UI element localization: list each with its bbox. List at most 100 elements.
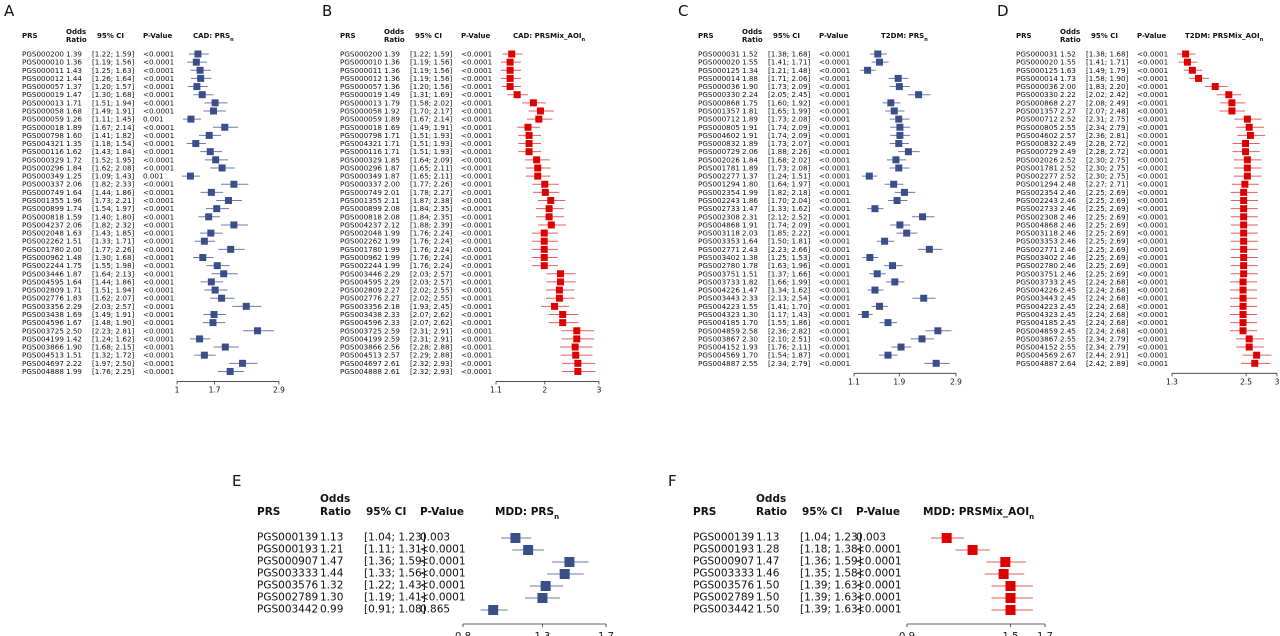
- or-marker: [551, 302, 559, 310]
- row-p-value: <0.0001: [143, 326, 174, 335]
- row-prs-id: PGS004223: [1016, 302, 1058, 311]
- row-p-value: <0.0001: [1137, 229, 1168, 238]
- or-marker: [213, 262, 221, 270]
- row-odds-ratio: 1.50: [756, 580, 779, 592]
- row-prs-id: PGS004595: [22, 277, 64, 286]
- or-marker: [221, 343, 229, 351]
- row-prs-id: PGS003576: [693, 580, 755, 592]
- row-odds-ratio: 2.06: [66, 180, 82, 189]
- row-prs-id: PGS001781: [698, 163, 740, 172]
- header-p-value: P-Value: [461, 32, 491, 40]
- row-p-value: <0.0001: [143, 253, 174, 262]
- or-marker: [1239, 294, 1247, 302]
- row-prs-id: PGS004595: [340, 277, 382, 286]
- header-ratio: Ratio: [756, 506, 787, 518]
- or-marker: [1253, 351, 1261, 359]
- row-p-value: <0.0001: [1137, 237, 1168, 246]
- row-prs-id: PGS000011: [340, 66, 382, 75]
- row-odds-ratio: 2.45: [1060, 310, 1076, 319]
- row-p-value: <0.0001: [1137, 359, 1168, 368]
- row-odds-ratio: 2.61: [384, 367, 400, 376]
- or-marker: [200, 351, 208, 359]
- or-marker: [541, 180, 549, 188]
- row-p-value: <0.0001: [461, 334, 492, 343]
- row-prs-id: PGS004569: [1016, 351, 1058, 360]
- row-p-value: <0.0001: [461, 115, 492, 124]
- row-p-value: <0.0001: [143, 66, 174, 75]
- header-odds: Odds: [384, 28, 404, 36]
- row-ci: [1.58; 2.02]: [410, 98, 453, 107]
- row-prs-id: PGS000962: [340, 253, 382, 262]
- row-ci: [1.55; 1.98]: [92, 261, 135, 270]
- or-marker: [1245, 335, 1253, 343]
- row-odds-ratio: 1.63: [66, 229, 82, 238]
- or-marker: [557, 278, 565, 286]
- row-ci: [1.41; 1.71]: [768, 58, 811, 67]
- header-p-value: P-Value: [420, 506, 464, 518]
- row-odds-ratio: 1.91: [742, 123, 758, 132]
- row-ci: [1.40; 1.80]: [92, 212, 135, 221]
- row-ci: [1.51; 1.93]: [410, 139, 453, 148]
- row-odds-ratio: 2.29: [66, 302, 82, 311]
- or-marker: [895, 83, 903, 91]
- or-marker: [1005, 605, 1016, 615]
- row-odds-ratio: 1.78: [742, 261, 758, 270]
- row-prs-id: PGS004199: [340, 334, 382, 343]
- row-prs-id: PGS002048: [340, 229, 382, 238]
- or-marker: [919, 213, 927, 221]
- or-marker: [892, 156, 900, 164]
- header-ci: 95% CI: [366, 506, 406, 518]
- row-prs-id: PGS002776: [22, 294, 64, 303]
- row-p-value: <0.0001: [1137, 50, 1168, 59]
- row-p-value: <0.0001: [461, 106, 492, 115]
- or-marker: [900, 188, 908, 196]
- or-marker: [536, 107, 544, 115]
- row-prs-id: PGS002354: [1016, 188, 1058, 197]
- row-prs-id: PGS002780: [698, 261, 740, 270]
- row-odds-ratio: 2.45: [1060, 302, 1076, 311]
- row-odds-ratio: 1.72: [66, 155, 82, 164]
- or-marker: [1243, 172, 1251, 180]
- row-prs-id: PGS003353: [1016, 237, 1058, 246]
- row-prs-id: PGS000907: [693, 556, 754, 568]
- row-prs-id: PGS000059: [340, 115, 382, 124]
- or-marker: [525, 140, 533, 148]
- row-odds-ratio: 2.55: [742, 359, 758, 368]
- row-odds-ratio: 1.36: [384, 74, 400, 83]
- row-p-value: <0.0001: [461, 351, 492, 360]
- row-p-value: <0.0001: [1137, 82, 1168, 91]
- row-ci: [1.76; 2.24]: [410, 253, 453, 262]
- row-p-value: <0.0001: [143, 269, 174, 278]
- or-marker: [225, 197, 233, 205]
- row-prs-id: PGS001294: [698, 180, 740, 189]
- or-marker: [1240, 262, 1248, 270]
- or-marker: [206, 148, 214, 156]
- row-odds-ratio: 1.75: [742, 98, 758, 107]
- row-ci: [1.73; 2.08]: [768, 163, 811, 172]
- row-ci: [2.10; 2.51]: [768, 334, 811, 343]
- row-p-value: <0.0001: [461, 220, 492, 229]
- row-prs-id: PGS004223: [698, 302, 740, 311]
- row-odds-ratio: 1.47: [756, 556, 779, 568]
- row-ci: [2.02; 2.42]: [1086, 90, 1129, 99]
- row-ci: [1.70; 2.17]: [410, 106, 453, 115]
- or-marker: [889, 262, 897, 270]
- or-marker: [866, 254, 874, 261]
- row-ci: [2.28; 2.88]: [410, 343, 453, 352]
- row-odds-ratio: 1.89: [742, 163, 758, 172]
- row-ci: [2.03; 2.57]: [92, 302, 135, 311]
- row-ci: [1.36; 1.59]: [364, 556, 426, 568]
- row-p-value: <0.0001: [143, 123, 174, 132]
- row-prs-id: PGS003866: [340, 343, 382, 352]
- or-marker: [895, 115, 903, 123]
- row-ci: [1.49; 1.91]: [92, 310, 135, 319]
- or-marker: [571, 343, 579, 351]
- row-prs-id: PGS000805: [1016, 123, 1058, 132]
- row-odds-ratio: 1.55: [742, 58, 758, 67]
- row-ci: [1.44; 1.86]: [92, 188, 135, 197]
- row-ci: [1.33; 1.71]: [92, 237, 135, 246]
- or-marker: [540, 237, 548, 245]
- x-axis-tick-label: 1.1: [848, 377, 860, 386]
- row-prs-id: PGS000058: [22, 106, 64, 115]
- row-prs-id: PGS001355: [340, 196, 382, 205]
